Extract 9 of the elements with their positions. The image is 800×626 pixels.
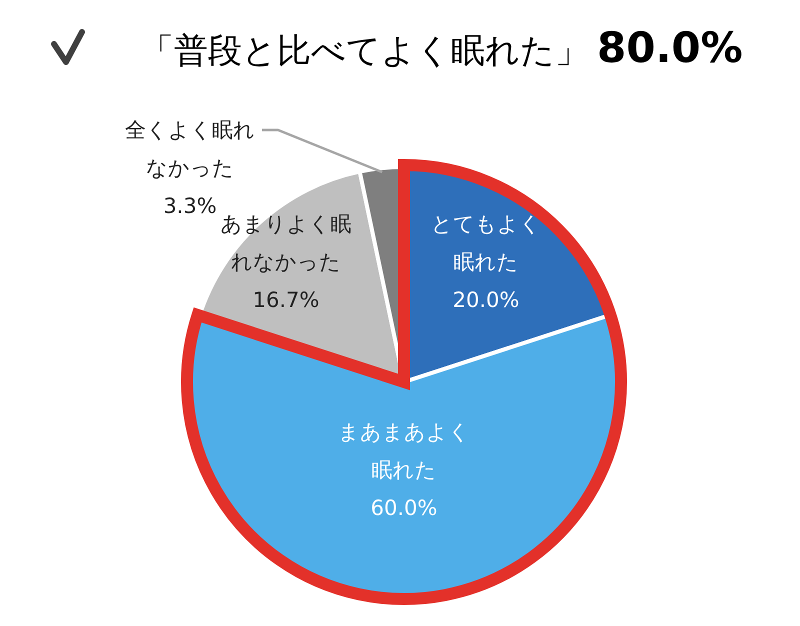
slice-label: 全くよく眠れなかった [125,118,255,180]
data-label: 16.7% [252,288,320,312]
chart-title: 「普段と比べてよく眠れた」80.0% [140,23,743,72]
slice-label: まあまあよく眠れた [338,420,470,482]
data-label: 60.0% [370,496,438,520]
slice-label: あまりよく眠れなかった [220,212,352,274]
slice-label: とてもよく眠れた [431,212,541,274]
data-label: 3.3% [163,194,217,218]
data-label: 20.0% [452,288,520,312]
